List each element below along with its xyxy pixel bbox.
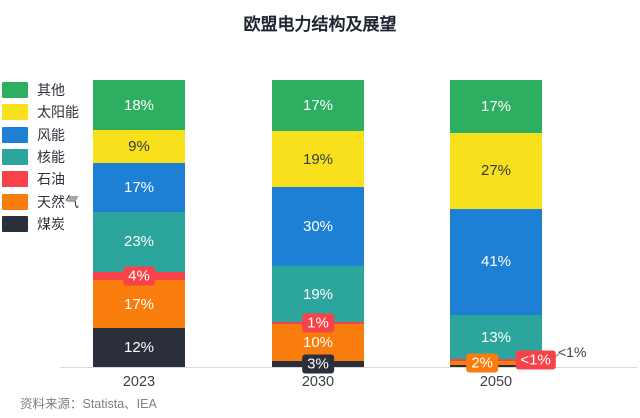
legend-label: 核能: [37, 149, 65, 166]
legend-label: 风能: [37, 126, 65, 143]
bar-segment: 1%: [272, 313, 364, 333]
x-tick-label: 2030: [301, 374, 335, 390]
bar-segment: 4%: [93, 266, 185, 286]
segment-label: 41%: [480, 253, 512, 271]
segment-label: 19%: [302, 285, 334, 303]
legend-label: 天然气: [37, 193, 79, 210]
outside-label: <1%: [558, 344, 587, 360]
bar-segment: 3%: [272, 354, 364, 374]
segment-label-chip: 1%: [302, 313, 334, 333]
bar-segment: 17%: [272, 80, 364, 132]
legend-swatch: [2, 82, 28, 99]
segment-label: 23%: [123, 233, 155, 251]
segment-label: 10%: [302, 333, 334, 351]
stacked-bar-2023: 18% 9% 17% 23% 4% 17% 12%: [93, 80, 185, 367]
bar-group: 18% 9% 17% 23% 4% 17% 12% 17% 19% 30% 19% 1% 10% 3% 17…: [60, 80, 637, 374]
legend-swatch: [2, 149, 28, 166]
stacked-bar-2030: 17% 19% 30% 19% 1% 10% 3%: [272, 80, 364, 374]
segment-label: 19%: [302, 150, 334, 168]
x-tick-label: 2050: [479, 374, 513, 390]
bar-segment: 19%: [272, 266, 364, 323]
x-axis-labels: 2023 2030 2050: [60, 374, 637, 394]
legend-swatch: [2, 171, 28, 188]
bar-segment: 17%: [93, 279, 185, 329]
bar-segment: 41%: [450, 208, 542, 316]
bar-segment: 12%: [93, 328, 185, 367]
legend: 其他太阳能风能核能石油天然气煤炭: [2, 79, 79, 235]
bar-segment: 17%: [93, 163, 185, 212]
legend-item: 风能: [2, 124, 79, 146]
segment-label: 12%: [123, 339, 155, 357]
segment-label: 17%: [123, 295, 155, 313]
legend-item: 石油: [2, 168, 79, 190]
segment-label-chip: <1%: [515, 350, 556, 370]
source-note: 资料来源：Statista、IEA: [20, 397, 157, 411]
legend-label: 太阳能: [37, 104, 79, 121]
plot-area: 18% 9% 17% 23% 4% 17% 12% 17% 19% 30% 19% 1% 10% 3% 17…: [60, 80, 637, 374]
segment-label: 13%: [480, 328, 512, 346]
legend-item: 核能: [2, 146, 79, 168]
bar-segment: 17%: [450, 80, 542, 134]
chart-title: 欧盟电力结构及展望: [243, 15, 397, 34]
bar-segment: 27%: [450, 133, 542, 209]
segment-label: 17%: [302, 97, 334, 115]
bar-segment: 2%: [450, 353, 542, 373]
legend-swatch: [2, 193, 28, 210]
stacked-bar-2050: 17% 27% 41% 13% <1% 2%: [450, 80, 556, 373]
bar-segment: 30%: [272, 187, 364, 267]
segment-label: 27%: [480, 162, 512, 180]
bar-segment: 18%: [93, 80, 185, 131]
segment-label: 30%: [302, 218, 334, 236]
segment-label-chip: 3%: [302, 354, 334, 374]
legend-swatch: [2, 215, 28, 232]
legend-label: 煤炭: [37, 215, 65, 232]
bar-segment: 9%: [93, 130, 185, 164]
legend-swatch: [2, 126, 28, 143]
bar-segment: 23%: [93, 211, 185, 272]
legend-item: 其他: [2, 79, 79, 101]
segment-label: 9%: [128, 138, 150, 156]
bar-segment: 19%: [272, 131, 364, 188]
x-tick-label: 2023: [122, 374, 156, 390]
segment-label-chip: 2%: [466, 353, 499, 373]
segment-label: 17%: [123, 178, 155, 196]
segment-label-chip: 4%: [123, 266, 155, 286]
legend-label: 石油: [37, 171, 65, 188]
x-axis-line: [60, 366, 637, 368]
segment-label: 18%: [123, 96, 155, 114]
legend-item: 太阳能: [2, 101, 79, 123]
legend-swatch: [2, 104, 28, 121]
legend-label: 其他: [37, 82, 65, 99]
legend-item: 天然气: [2, 190, 79, 212]
legend-item: 煤炭: [2, 213, 79, 235]
segment-label: 17%: [480, 98, 512, 116]
